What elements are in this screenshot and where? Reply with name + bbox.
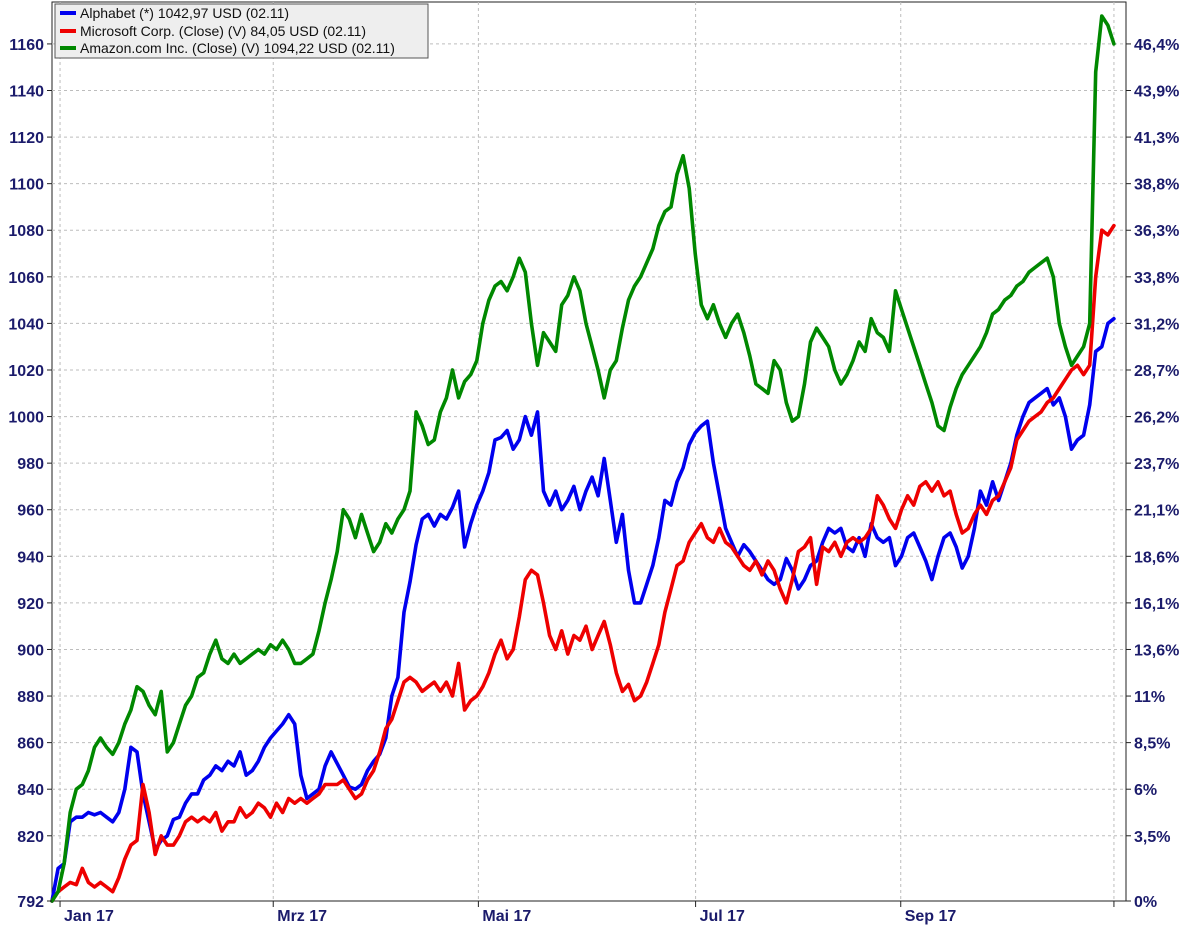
y-left-tick-label: 960 (17, 503, 44, 520)
y-left-tick-label: 860 (17, 736, 44, 753)
y-axis-right: 0% 3,5% 6% 8,5% 11% 13,6% 16,1% 18,6% 21,1% 23,7%… (1126, 37, 1179, 911)
y-right-tick-label: 21,1% (1134, 503, 1179, 520)
legend-entry-microsoft: Microsoft Corp. (Close) (V) 84,05 USD (0… (80, 23, 366, 39)
x-tick-label: Jan 17 (64, 908, 114, 925)
y-left-tick-label: 1060 (8, 270, 44, 287)
y-right-tick-label: 0% (1134, 894, 1157, 911)
y-right-tick-label: 36,3% (1134, 223, 1179, 240)
legend-entry-alphabet: Alphabet (*) 1042,97 USD (02.11) (80, 5, 289, 21)
y-right-tick-label: 46,4% (1134, 37, 1179, 54)
y-axis-left: 792 820 840 860 880 900 920 940 960 980 1000 1020 10… (8, 37, 52, 911)
legend: Alphabet (*) 1042,97 USD (02.11) Microso… (54, 3, 429, 59)
y-left-tick-label: 1040 (8, 316, 44, 333)
y-left-tick-label: 940 (17, 549, 44, 566)
x-tick-label: Jul 17 (700, 908, 745, 925)
y-right-tick-label: 33,8% (1134, 270, 1179, 287)
y-left-tick-label: 920 (17, 596, 44, 613)
y-right-tick-label: 13,6% (1134, 642, 1179, 659)
y-right-tick-label: 23,7% (1134, 456, 1179, 473)
y-left-tick-label: 900 (17, 642, 44, 659)
y-right-tick-label: 31,2% (1134, 316, 1179, 333)
y-right-tick-label: 28,7% (1134, 363, 1179, 380)
y-right-tick-label: 16,1% (1134, 596, 1179, 613)
y-right-tick-label: 18,6% (1134, 549, 1179, 566)
y-right-tick-label: 8,5% (1134, 736, 1170, 753)
y-right-tick-label: 11% (1134, 689, 1165, 706)
legend-box (54, 3, 429, 59)
x-tick-label: Mrz 17 (277, 908, 327, 925)
y-right-tick-label: 6% (1134, 782, 1157, 799)
y-left-tick-label: 792 (17, 894, 44, 911)
x-tick-label: Mai 17 (482, 908, 531, 925)
y-right-tick-label: 41,3% (1134, 130, 1179, 147)
x-tick-label: Sep 17 (905, 908, 957, 925)
legend-entry-amazon: Amazon.com Inc. (Close) (V) 1094,22 USD … (80, 40, 395, 56)
y-left-tick-label: 1020 (8, 363, 44, 380)
series-line-microsoft (50, 223, 1116, 903)
y-left-tick-label: 1120 (9, 130, 44, 147)
y-left-tick-label: 840 (17, 782, 44, 799)
y-left-tick-label: 1160 (9, 37, 44, 54)
x-axis: Jan 17 Mrz 17 Mai 17 Jul 17 Sep 17 (59, 901, 1115, 925)
y-left-tick-label: 820 (17, 829, 44, 846)
y-left-tick-label: 880 (17, 689, 44, 706)
y-right-tick-label: 3,5% (1134, 829, 1170, 846)
series-line-alphabet (50, 316, 1116, 903)
y-left-tick-label: 1080 (8, 223, 44, 240)
series-lines (50, 14, 1116, 903)
y-left-tick-label: 1100 (9, 177, 44, 194)
y-left-tick-label: 980 (17, 456, 44, 473)
plot-area (51, 1, 1127, 902)
y-right-tick-label: 43,9% (1134, 84, 1179, 101)
y-left-tick-label: 1140 (9, 84, 44, 101)
series-line-amazon (50, 14, 1116, 903)
y-right-tick-label: 26,2% (1134, 410, 1179, 427)
y-left-tick-label: 1000 (8, 410, 44, 427)
y-right-tick-label: 38,8% (1134, 177, 1179, 194)
